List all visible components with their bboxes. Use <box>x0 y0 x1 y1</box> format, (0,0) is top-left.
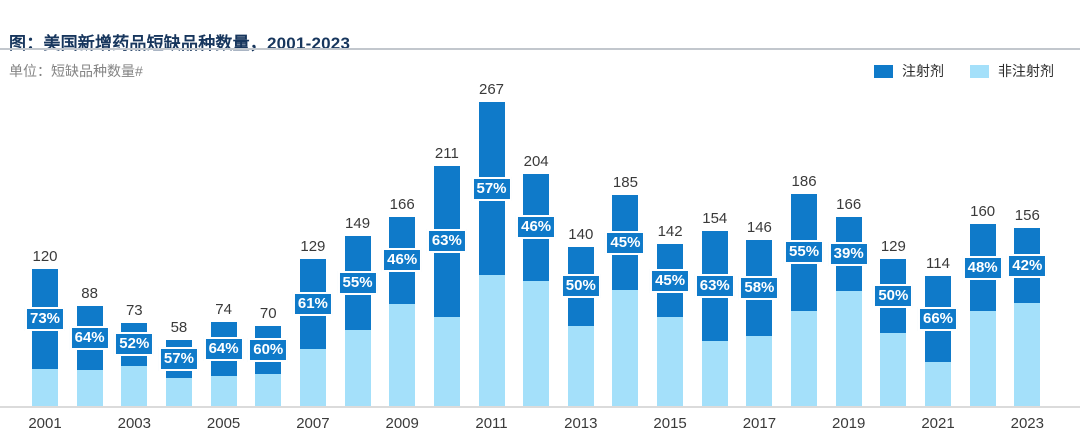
x-tick-2009: 2009 <box>385 415 419 432</box>
bar-total-label-2019: 166 <box>836 195 862 213</box>
bar-non-injection-2013 <box>567 326 594 406</box>
bar-share-label-2018: 55% <box>784 240 825 265</box>
bar-non-injection-2020 <box>880 332 907 406</box>
bar-total-label-2013: 140 <box>568 225 594 243</box>
bar-share-label-2016: 63% <box>694 273 735 298</box>
x-axis-line <box>0 406 1080 408</box>
figure-title: 图：美国新增药品短缺品种数量，2001-2023 <box>9 34 351 53</box>
x-tick-2013: 2013 <box>564 415 598 432</box>
bar-non-injection-2002 <box>76 369 103 406</box>
bar-share-label-2014: 45% <box>605 230 646 255</box>
unit-label: 单位：短缺品种数量# <box>9 63 143 79</box>
bar-share-label-2001: 73% <box>24 307 66 332</box>
bar-non-injection-2003 <box>121 366 148 406</box>
legend-item-injection: 注射剂 <box>874 61 944 81</box>
bar-total-label-2010: 211 <box>434 144 459 162</box>
bar-total-label-2002: 88 <box>81 284 98 302</box>
bar-share-label-2020: 50% <box>873 283 914 308</box>
legend: 注射剂 非注射剂 <box>874 61 1054 81</box>
meta-row: 单位：短缺品种数量# 注射剂 非注射剂 <box>9 62 1054 80</box>
bar-non-injection-2015 <box>657 317 684 406</box>
bar-non-injection-2012 <box>523 280 550 406</box>
bar-share-label-2022: 48% <box>962 255 1003 280</box>
bar-non-injection-2006 <box>255 374 282 406</box>
legend-item-non-injection: 非注射剂 <box>970 61 1054 81</box>
bar-share-label-2012: 46% <box>516 215 557 240</box>
bar-share-label-2017: 58% <box>739 275 780 300</box>
bar-share-label-2008: 55% <box>337 271 378 295</box>
bar-share-label-2015: 45% <box>650 268 691 293</box>
bar-share-label-2023: 42% <box>1007 253 1048 278</box>
bar-total-label-2022: 160 <box>970 202 996 220</box>
bar-share-label-2002: 64% <box>69 325 110 350</box>
legend-label-non-injection: 非注射剂 <box>998 63 1054 79</box>
bar-non-injection-2007 <box>299 348 326 406</box>
bar-non-injection-2023 <box>1014 302 1041 406</box>
bar-total-label-2018: 186 <box>791 173 817 191</box>
bar-non-injection-2010 <box>433 317 460 406</box>
chart-area: 120 73% 2001 88 64% 73 52% 2003 58 57% 74 64% 2005 70… <box>0 81 1080 448</box>
bar-share-label-2019: 39% <box>828 241 869 266</box>
bar-non-injection-2011 <box>478 275 505 406</box>
x-tick-2003: 2003 <box>117 415 151 432</box>
bar-non-injection-2004 <box>165 377 192 406</box>
bar-non-injection-2005 <box>210 375 237 406</box>
bar-total-label-2006: 70 <box>259 305 277 323</box>
bar-total-label-2017: 146 <box>746 218 772 236</box>
bar-total-label-2023: 156 <box>1014 207 1040 225</box>
bar-non-injection-2001 <box>32 369 58 406</box>
x-tick-2011: 2011 <box>475 415 508 432</box>
bar-non-injection-2018 <box>791 310 818 406</box>
bar-share-label-2013: 50% <box>560 274 601 299</box>
bar-share-label-2007: 61% <box>292 291 333 316</box>
bar-total-label-2007: 129 <box>300 238 326 256</box>
bar-total-label-2012: 204 <box>523 152 549 170</box>
x-tick-2007: 2007 <box>296 415 330 432</box>
x-tick-2021: 2021 <box>921 415 955 432</box>
legend-swatch-injection <box>874 64 893 78</box>
x-tick-2019: 2019 <box>832 415 866 432</box>
x-tick-2005: 2005 <box>206 415 241 432</box>
bar-total-label-2014: 185 <box>612 174 638 192</box>
x-tick-2001: 2001 <box>28 415 62 432</box>
bar-non-injection-2009 <box>389 303 416 406</box>
bar-total-label-2008: 149 <box>345 215 371 233</box>
bar-total-label-2020: 129 <box>880 238 906 256</box>
legend-swatch-non-injection <box>970 64 989 78</box>
bar-share-label-2011: 57% <box>471 176 512 201</box>
bar-total-label-2015: 142 <box>657 223 683 241</box>
bar-total-label-2003: 73 <box>125 301 143 319</box>
bar-non-injection-2019 <box>835 290 862 406</box>
bar-share-label-2003: 52% <box>114 332 155 357</box>
bar-total-label-2001: 120 <box>32 248 58 266</box>
bar-total-label-2011: 267 <box>478 81 505 98</box>
bar-share-label-2005: 64% <box>203 336 244 361</box>
bar-non-injection-2021 <box>925 361 951 406</box>
bar-total-label-2005: 74 <box>215 300 232 318</box>
bar-non-injection-2016 <box>701 341 728 406</box>
title-divider <box>0 48 1080 50</box>
x-tick-2023: 2023 <box>1010 415 1044 432</box>
bar-share-label-2009: 46% <box>382 248 423 273</box>
bar-total-label-2016: 154 <box>702 209 728 227</box>
bar-share-label-2021: 66% <box>917 307 959 332</box>
x-tick-2015: 2015 <box>653 415 687 432</box>
bar-non-injection-2022 <box>969 311 996 406</box>
bar-non-injection-2014 <box>612 290 639 406</box>
bar-share-label-2006: 60% <box>248 338 289 363</box>
bar-total-label-2004: 58 <box>170 318 188 336</box>
bar-non-injection-2008 <box>344 329 371 406</box>
legend-label-injection: 注射剂 <box>902 63 944 79</box>
bar-share-label-2010: 63% <box>426 229 467 254</box>
bar-share-label-2004: 57% <box>158 346 199 371</box>
bar-non-injection-2017 <box>746 336 773 406</box>
bar-total-label-2021: 114 <box>926 255 950 273</box>
bar-total-label-2009: 166 <box>389 195 415 213</box>
x-tick-2017: 2017 <box>742 415 777 432</box>
